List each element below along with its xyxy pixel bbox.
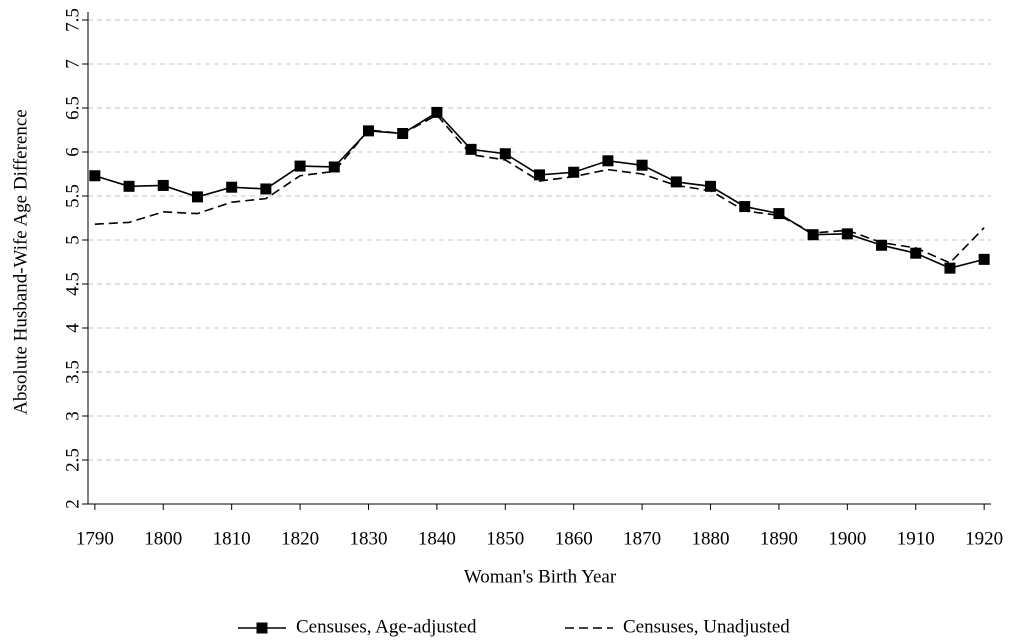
marker bbox=[739, 201, 751, 213]
x-tick-label: 1910 bbox=[897, 528, 935, 549]
line bbox=[94, 114, 985, 264]
x-tick-label: 1900 bbox=[828, 528, 866, 549]
marker bbox=[431, 106, 443, 118]
y-tick-label: 3 bbox=[62, 411, 83, 421]
x-tick-label: 1830 bbox=[349, 528, 387, 549]
marker bbox=[876, 239, 888, 251]
y-tick-label: 2 bbox=[62, 499, 83, 509]
marker bbox=[191, 191, 203, 203]
x-tick-label: 1920 bbox=[965, 528, 1003, 549]
marker bbox=[670, 176, 682, 188]
marker bbox=[499, 148, 511, 160]
x-tick-label: 1810 bbox=[213, 528, 251, 549]
y-tick-label: 3.5 bbox=[62, 360, 83, 384]
x-tick-label: 1790 bbox=[76, 528, 114, 549]
marker bbox=[534, 169, 545, 181]
marker bbox=[807, 229, 819, 241]
y-tick-label: 2.5 bbox=[62, 448, 83, 472]
x-tick-label: 1840 bbox=[418, 528, 456, 549]
y-tick-label: 7 bbox=[62, 59, 83, 69]
y-tick-label: 5.5 bbox=[62, 184, 83, 208]
marker bbox=[910, 247, 922, 259]
marker bbox=[841, 228, 853, 240]
marker bbox=[362, 125, 374, 137]
marker bbox=[157, 179, 169, 191]
legend-label: Censuses, Unadjusted bbox=[623, 616, 790, 637]
marker bbox=[568, 166, 580, 178]
y-tick-label: 5 bbox=[62, 235, 83, 245]
x-tick-label: 1850 bbox=[486, 528, 524, 549]
y-axis-title: Absolute Husband-Wife Age Difference bbox=[10, 109, 31, 414]
marker bbox=[978, 253, 990, 265]
marker bbox=[123, 180, 135, 192]
marker bbox=[465, 143, 477, 155]
x-axis-title: Woman's Birth Year bbox=[464, 566, 617, 587]
marker bbox=[226, 181, 238, 193]
legend-marker bbox=[256, 622, 268, 634]
x-tick-label: 1820 bbox=[281, 528, 319, 549]
marker bbox=[773, 208, 785, 220]
marker bbox=[705, 180, 717, 192]
marker bbox=[636, 159, 648, 171]
marker bbox=[294, 160, 306, 172]
y-tick-label: 7.5 bbox=[62, 8, 83, 32]
marker bbox=[944, 262, 956, 274]
x-tick-label: 1800 bbox=[144, 528, 182, 549]
y-tick-label: 6.5 bbox=[62, 96, 83, 120]
marker bbox=[328, 161, 340, 173]
x-tick-label: 1880 bbox=[692, 528, 730, 549]
legend-label: Censuses, Age-adjusted bbox=[296, 616, 477, 637]
marker bbox=[602, 155, 614, 167]
marker bbox=[89, 170, 101, 182]
x-tick-label: 1890 bbox=[760, 528, 798, 549]
x-tick-label: 1860 bbox=[555, 528, 593, 549]
y-tick-label: 4.5 bbox=[62, 272, 83, 296]
marker bbox=[260, 183, 272, 195]
y-tick-label: 4 bbox=[62, 323, 83, 333]
x-tick-label: 1870 bbox=[623, 528, 661, 549]
y-tick-label: 6 bbox=[62, 147, 83, 157]
